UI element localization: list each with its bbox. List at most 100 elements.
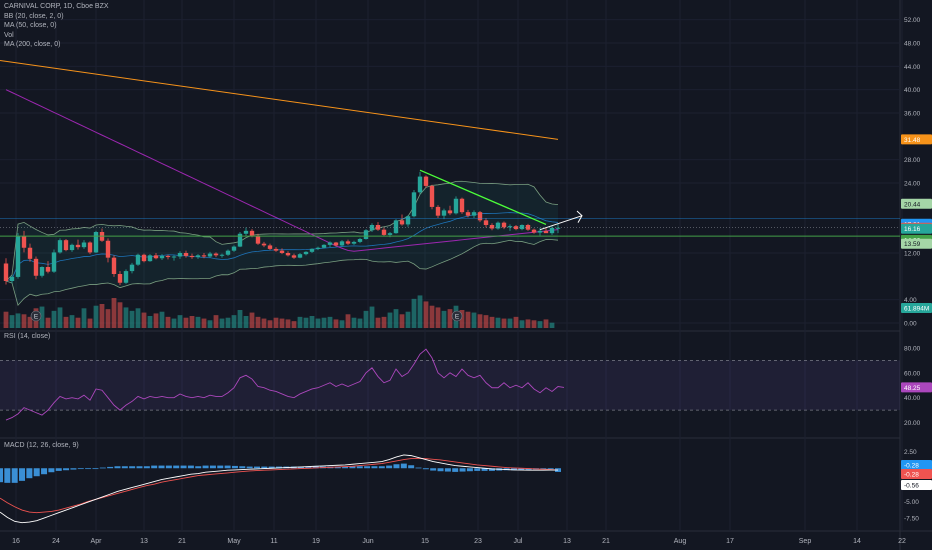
candle-body[interactable]: [537, 230, 543, 233]
candle-body[interactable]: [429, 185, 435, 207]
candle-body[interactable]: [45, 267, 51, 272]
candle-body[interactable]: [93, 232, 99, 253]
price-label-badge[interactable]: 31.48: [901, 134, 932, 145]
candle-body[interactable]: [435, 206, 441, 216]
earnings-marker-icon[interactable]: [30, 310, 42, 322]
candle-body[interactable]: [411, 192, 417, 217]
macd-value-badge[interactable]: -0.28: [901, 469, 932, 479]
candle-body[interactable]: [327, 242, 333, 245]
candle-body[interactable]: [495, 222, 501, 229]
legend-ma200[interactable]: MA (200, close, 0): [4, 41, 61, 48]
symbol-title[interactable]: CARNIVAL CORP, 1D, Cboe BZX: [4, 3, 109, 10]
candle-body[interactable]: [387, 233, 393, 235]
candle-body[interactable]: [393, 220, 399, 234]
candle-body[interactable]: [195, 255, 201, 258]
candle-body[interactable]: [201, 255, 207, 257]
candle-body[interactable]: [423, 176, 429, 186]
candle-body[interactable]: [63, 240, 69, 251]
candle-body[interactable]: [447, 210, 453, 214]
candle-body[interactable]: [441, 210, 447, 216]
candle-body[interactable]: [507, 226, 513, 228]
time-axis[interactable]: 16 24 Apr 13 21 May 11 19 Jun 15 23 Jul 13 21 Aug 17 Sep…: [12, 538, 906, 545]
candle-body[interactable]: [405, 216, 411, 225]
candle-body[interactable]: [135, 254, 141, 265]
macd-panel[interactable]: [0, 454, 561, 524]
candle-body[interactable]: [219, 254, 225, 256]
candle-body[interactable]: [231, 246, 237, 251]
candle-body[interactable]: [81, 242, 87, 248]
candle-body[interactable]: [531, 229, 537, 233]
candle-body[interactable]: [171, 256, 177, 258]
candle-body[interactable]: [471, 212, 477, 216]
candle-body[interactable]: [363, 230, 369, 239]
candle-body[interactable]: [519, 225, 525, 230]
legend-vol[interactable]: Vol: [4, 31, 14, 39]
candle-body[interactable]: [309, 248, 315, 252]
candle-body[interactable]: [381, 229, 387, 235]
candle-body[interactable]: [459, 198, 465, 213]
candle-body[interactable]: [75, 244, 81, 248]
candle-body[interactable]: [399, 220, 405, 225]
earnings-marker-icon[interactable]: [451, 310, 463, 322]
candle-body[interactable]: [525, 225, 531, 230]
candle-body[interactable]: [291, 255, 297, 258]
candle-body[interactable]: [279, 250, 285, 253]
rsi-value-badge[interactable]: 48.25: [901, 382, 932, 393]
candle-body[interactable]: [147, 255, 153, 262]
candle-body[interactable]: [123, 271, 129, 283]
candle-body[interactable]: [549, 227, 555, 234]
candle-body[interactable]: [129, 264, 135, 272]
candle-body[interactable]: [117, 274, 123, 283]
candle-body[interactable]: [477, 212, 483, 221]
candle-body[interactable]: [339, 241, 345, 246]
candle-body[interactable]: [39, 267, 45, 276]
candle-body[interactable]: [165, 255, 171, 258]
candle-body[interactable]: [555, 227, 561, 229]
candle-body[interactable]: [483, 220, 489, 225]
candle-body[interactable]: [141, 254, 147, 262]
candle-body[interactable]: [285, 253, 291, 256]
candle-body[interactable]: [189, 255, 195, 258]
candle-body[interactable]: [9, 276, 15, 281]
candle-body[interactable]: [237, 233, 243, 247]
candle-body[interactable]: [417, 176, 423, 193]
macd-value-badge[interactable]: -0.56: [901, 480, 932, 490]
candle-body[interactable]: [249, 230, 255, 236]
candle-body[interactable]: [351, 241, 357, 244]
legend-bb[interactable]: BB (20, close, 2, 0): [4, 12, 64, 20]
candle-body[interactable]: [21, 236, 27, 248]
legend-ma50[interactable]: MA (50, close, 0): [4, 22, 57, 29]
candle-body[interactable]: [333, 242, 339, 246]
candle-body[interactable]: [489, 225, 495, 229]
candle-body[interactable]: [69, 244, 75, 251]
candle-body[interactable]: [375, 225, 381, 230]
candle-body[interactable]: [243, 230, 249, 234]
candle-body[interactable]: [15, 236, 21, 277]
candle-body[interactable]: [297, 254, 303, 258]
candle-body[interactable]: [27, 247, 33, 259]
candle-body[interactable]: [105, 240, 111, 258]
candle-body[interactable]: [225, 250, 231, 255]
candle-body[interactable]: [33, 258, 39, 276]
macd-value-badge[interactable]: -0.28: [901, 460, 932, 470]
candle-body[interactable]: [153, 255, 159, 259]
trendline[interactable]: [419, 169, 547, 226]
candle-body[interactable]: [111, 257, 117, 274]
candle-body[interactable]: [267, 245, 273, 249]
candle-body[interactable]: [159, 255, 165, 259]
rsi-panel[interactable]: [0, 348, 900, 421]
candle-body[interactable]: [273, 248, 279, 251]
price-label-badge[interactable]: 16.16: [901, 223, 932, 234]
price-axis[interactable]: 52.00 48.00 44.00 40.00 36.00 28.00 24.00 12.00…: [901, 17, 932, 523]
candle-body[interactable]: [357, 239, 363, 242]
candle-body[interactable]: [453, 198, 459, 214]
candle-body[interactable]: [255, 235, 261, 244]
price-label-badge[interactable]: 13.59: [901, 238, 932, 249]
candle-body[interactable]: [183, 253, 189, 256]
candle-body[interactable]: [177, 253, 183, 257]
projection-arrow[interactable]: [539, 215, 583, 231]
price-label-badge[interactable]: 20.44: [901, 198, 932, 209]
candle-body[interactable]: [543, 230, 549, 234]
